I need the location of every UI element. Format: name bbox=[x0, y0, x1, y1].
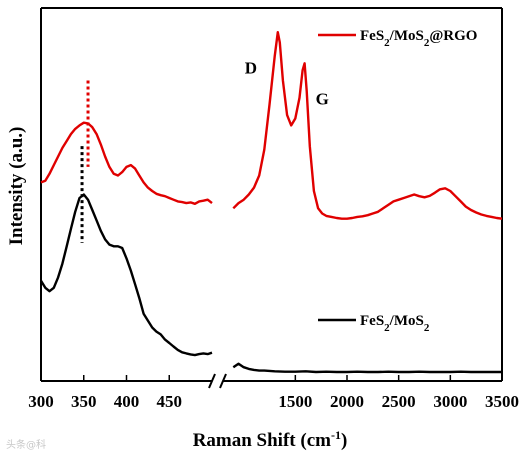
annotations: DG bbox=[245, 59, 329, 109]
x-tick-label: 450 bbox=[157, 392, 183, 411]
axis-break-mark-1 bbox=[208, 373, 216, 389]
x-tick-label: 3000 bbox=[433, 392, 467, 411]
x-tick-labels: 300 350 400 450 1500 2000 2500 3000 3500 bbox=[28, 375, 519, 411]
series-line-1-part-2 bbox=[232, 31, 503, 220]
y-axis-label: Intensity (a.u.) bbox=[6, 127, 27, 246]
x-tick-label: 1500 bbox=[278, 392, 312, 411]
series-layer bbox=[39, 31, 503, 374]
axis-break-mark-2 bbox=[219, 373, 227, 389]
x-axis-label: Raman Shift (cm-1) bbox=[193, 428, 348, 451]
watermark: 头条@科 bbox=[6, 438, 46, 451]
x-tick-label: 2000 bbox=[330, 392, 364, 411]
axes bbox=[40, 7, 503, 389]
peak-label-g: G bbox=[316, 90, 329, 109]
series-line-1-part-1 bbox=[40, 121, 213, 205]
x-tick-label: 400 bbox=[114, 392, 140, 411]
series-line-2-part-2 bbox=[232, 362, 502, 374]
legend-label-2: FeS2/MoS2 bbox=[360, 313, 430, 334]
x-tick-label: 2500 bbox=[382, 392, 416, 411]
peak-label-d: D bbox=[245, 59, 257, 78]
legend: FeS2/MoS2@RGO FeS2/MoS2 bbox=[318, 28, 477, 334]
x-tick-label: 350 bbox=[71, 392, 97, 411]
legend-label-1: FeS2/MoS2@RGO bbox=[360, 28, 477, 49]
reference-lines bbox=[80, 80, 90, 243]
series-line-2-part-1 bbox=[39, 193, 213, 357]
x-tick-label: 3500 bbox=[485, 392, 519, 411]
x-tick-label: 300 bbox=[28, 392, 54, 411]
